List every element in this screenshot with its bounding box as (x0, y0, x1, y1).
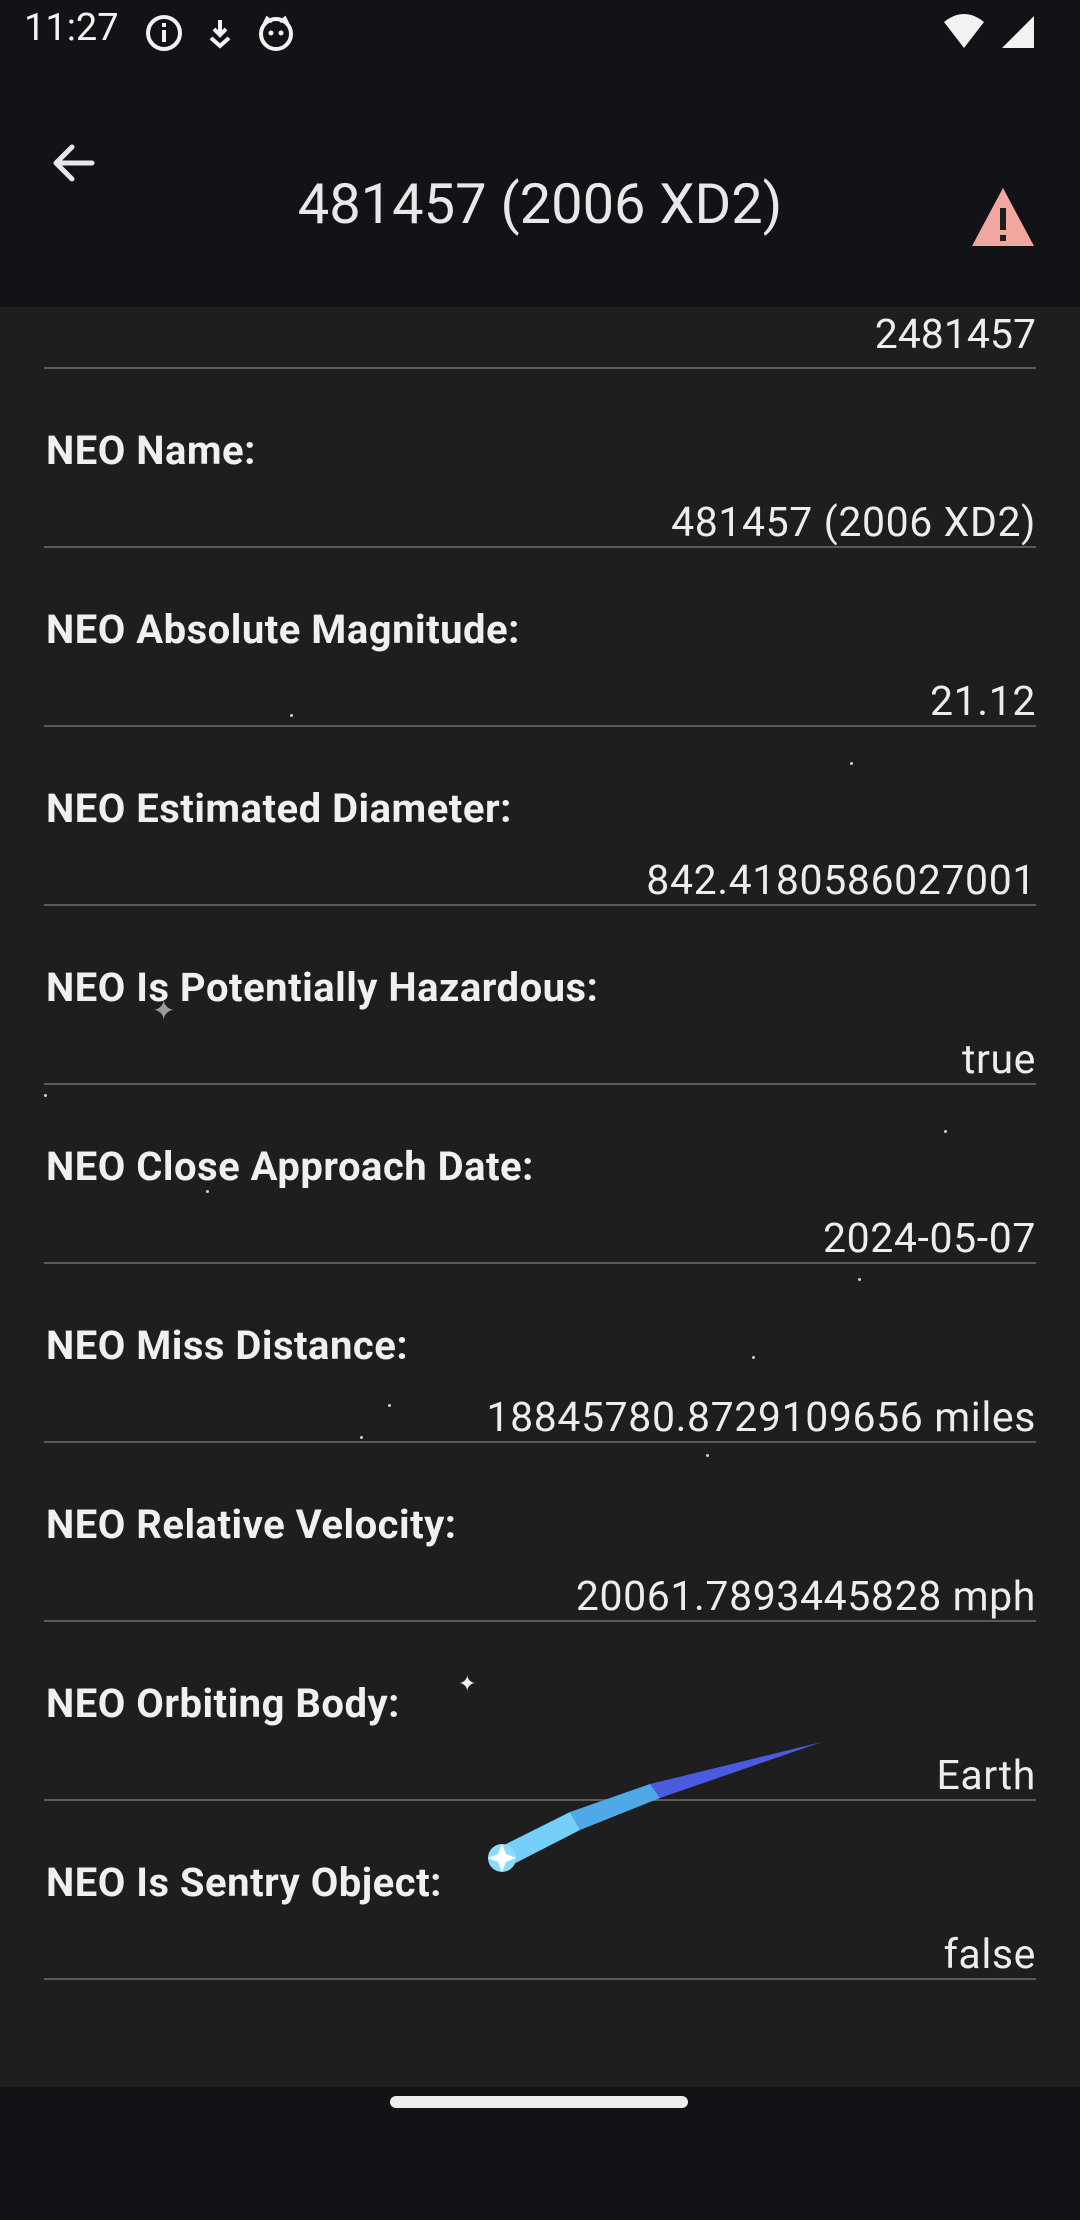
back-button[interactable] (42, 128, 112, 198)
star-dot (206, 1190, 209, 1193)
hazard-warning-button[interactable] (968, 184, 1038, 254)
navigation-bar (0, 2087, 1080, 2220)
field-label: NEO Name: (46, 427, 256, 474)
arrow-back-icon (53, 144, 95, 182)
status-icons-left (145, 14, 295, 52)
field-value: true (961, 1036, 1036, 1084)
star-dot (944, 1130, 947, 1133)
field-miss-distance: NEO Miss Distance: 18845780.8729109656 m… (44, 1262, 1036, 1443)
field-close-approach-date: NEO Close Approach Date: 2024-05-07 (44, 1083, 1036, 1264)
field-neo-name: NEO Name: 481457 (2006 XD2) (44, 367, 1036, 548)
star-dot (706, 1454, 709, 1457)
field-label: NEO Close Approach Date: (46, 1143, 534, 1190)
field-value: 481457 (2006 XD2) (671, 499, 1036, 547)
field-value: Earth (936, 1752, 1036, 1800)
field-value: 20061.7893445828 mph (575, 1573, 1036, 1621)
app-bar (0, 66, 1080, 307)
comet-icon (488, 1742, 822, 1872)
field-label: NEO Estimated Diameter: (46, 785, 512, 832)
field-orbiting-body: NEO Orbiting Body: Earth (44, 1620, 1036, 1801)
sparkle-icon: ✦ (152, 994, 176, 1027)
field-label: NEO Is Sentry Object: (46, 1859, 442, 1906)
page-title: 481457 (2006 XD2) (297, 171, 783, 237)
status-time: 11:27 (24, 6, 119, 50)
field-value: 21.12 (930, 678, 1036, 726)
field-label: NEO Orbiting Body: (46, 1680, 400, 1727)
star-dot (290, 714, 293, 717)
sparkle-icon: ✦ (458, 1672, 477, 1697)
field-estimated-diameter: NEO Estimated Diameter: 842.418058602700… (44, 725, 1036, 906)
status-icons-right (942, 14, 1036, 50)
field-absolute-magnitude: NEO Absolute Magnitude: 21.12 (44, 546, 1036, 727)
download-icon (209, 20, 231, 49)
field-relative-velocity: NEO Relative Velocity: 20061.7893445828 … (44, 1441, 1036, 1622)
star-dot (360, 1436, 363, 1439)
field-label: NEO Is Potentially Hazardous: (46, 964, 599, 1011)
status-bar: 11:27 (0, 0, 1080, 66)
star-dot (752, 1356, 755, 1359)
wifi-icon (944, 14, 984, 48)
neo-details-list[interactable]: 2481457 NEO Name: 481457 (2006 XD2) NEO … (0, 307, 1080, 2087)
field-potentially-hazardous: NEO Is Potentially Hazardous: true (44, 904, 1036, 1085)
warning-icon (972, 188, 1034, 246)
neo-id-row: 2481457 (44, 307, 1036, 369)
field-label: NEO Miss Distance: (46, 1322, 409, 1369)
star-dot (388, 1404, 391, 1407)
info-icon (146, 15, 182, 51)
neo-id-value: 2481457 (874, 311, 1036, 359)
cat-icon (259, 15, 293, 51)
field-value: false (943, 1931, 1036, 1979)
signal-icon (1002, 16, 1034, 48)
star-dot (850, 762, 853, 765)
field-label: NEO Relative Velocity: (46, 1501, 457, 1548)
field-label: NEO Absolute Magnitude: (46, 606, 520, 653)
field-value: 18845780.8729109656 miles (486, 1394, 1036, 1442)
home-gesture-handle[interactable] (390, 2096, 688, 2108)
field-value: 842.4180586027001 (646, 857, 1036, 905)
field-sentry-object: NEO Is Sentry Object: false (44, 1799, 1036, 1980)
star-dot (44, 1094, 47, 1097)
star-dot (858, 1278, 861, 1281)
field-value: 2024-05-07 (822, 1215, 1036, 1263)
